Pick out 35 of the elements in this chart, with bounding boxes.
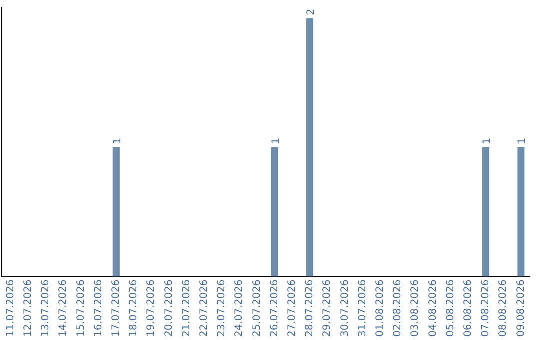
x-tick-label: 15.07.2026 bbox=[76, 280, 87, 338]
x-tick-label: 27.07.2026 bbox=[286, 280, 298, 338]
x-tick-label: 25.07.2026 bbox=[252, 280, 263, 338]
x-tick-label: 22.07.2026 bbox=[198, 280, 210, 338]
data-label: 2 bbox=[306, 8, 317, 16]
x-tick-label: 19.07.2026 bbox=[146, 280, 158, 338]
x-tick-label: 12.07.2026 bbox=[22, 280, 34, 338]
x-tick-label: 03.08.2026 bbox=[410, 280, 422, 338]
x-tick-label: 09.08.2026 bbox=[516, 280, 527, 338]
x-tick-label: 07.08.2026 bbox=[480, 280, 492, 338]
data-label: 1 bbox=[517, 138, 528, 145]
x-tick-label: 23.07.2026 bbox=[216, 280, 228, 338]
x-tick-label: 11.07.2026 bbox=[5, 280, 16, 338]
x-tick-label: 17.07.2026 bbox=[110, 280, 122, 338]
x-tick-label: 24.07.2026 bbox=[234, 280, 246, 338]
x-tick-label: 21.07.2026 bbox=[181, 280, 192, 338]
x-tick-label: 31.07.2026 bbox=[357, 280, 368, 338]
data-label: 1 bbox=[482, 138, 493, 145]
x-tick-label: 30.07.2026 bbox=[340, 280, 351, 338]
x-tick-label: 08.08.2026 bbox=[498, 280, 510, 338]
data-label: 1 bbox=[112, 138, 124, 145]
x-tick-label: 01.08.2026 bbox=[374, 280, 386, 338]
x-tick-label: 18.07.2026 bbox=[128, 280, 140, 338]
x-tick-label: 14.07.2026 bbox=[58, 280, 70, 338]
x-tick-label: 13.07.2026 bbox=[40, 280, 52, 338]
x-tick-label: 02.08.2026 bbox=[392, 280, 404, 338]
x-tick-label: 04.08.2026 bbox=[428, 280, 439, 338]
x-tick-label: 05.08.2026 bbox=[445, 280, 456, 338]
x-tick-label: 20.07.2026 bbox=[164, 280, 175, 338]
x-tick-label: 28.07.2026 bbox=[304, 280, 316, 338]
x-tick-label: 26.07.2026 bbox=[269, 280, 280, 338]
x-tick-label: 06.08.2026 bbox=[462, 280, 474, 338]
data-label: 1 bbox=[270, 138, 282, 145]
x-tick-label: 16.07.2026 bbox=[93, 280, 104, 338]
x-tick-label: 29.07.2026 bbox=[322, 280, 334, 338]
